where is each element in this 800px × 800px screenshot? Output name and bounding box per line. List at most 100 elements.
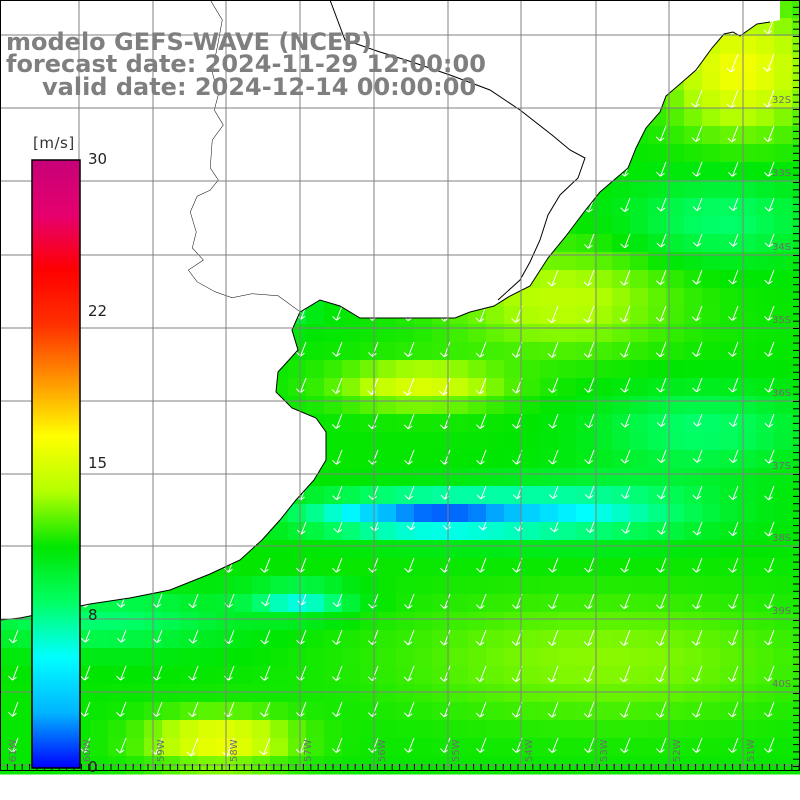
field-cell (342, 684, 361, 703)
field-cell (558, 342, 577, 361)
field-cell (774, 630, 793, 649)
field-cell (558, 594, 577, 613)
field-cell (720, 126, 739, 145)
wind-arrow (548, 449, 559, 465)
field-cell (666, 576, 685, 595)
field-cell (360, 324, 379, 343)
field-cell (342, 630, 361, 649)
field-cell (792, 594, 800, 613)
field-cell (774, 126, 793, 145)
wind-arrow (439, 665, 451, 682)
wind-arrow (764, 737, 775, 753)
field-cell (522, 630, 541, 649)
field-cell (360, 414, 379, 433)
field-cell (522, 702, 541, 721)
field-cell (486, 396, 505, 415)
field-cell (684, 648, 703, 667)
field-cell (360, 666, 379, 685)
field-cell (324, 378, 343, 397)
field-cell (540, 648, 559, 667)
field-cell (594, 306, 613, 325)
wind-arrow (764, 377, 775, 393)
field-cell (756, 630, 775, 649)
wind-arrow (332, 341, 343, 357)
field-cell (684, 450, 703, 469)
field-cell (504, 612, 523, 631)
field-cell (522, 648, 541, 667)
wind-arrow (8, 737, 19, 753)
field-cell (738, 144, 757, 163)
field-cell (702, 594, 721, 613)
field-cell (486, 468, 505, 487)
field-cell (360, 684, 379, 703)
field-cell (324, 738, 343, 757)
field-cell (666, 468, 685, 487)
field-cell (774, 576, 793, 595)
field-cell (342, 648, 361, 667)
field-cell (180, 666, 199, 685)
field-cell (594, 414, 613, 433)
field-cell (576, 522, 595, 541)
field-cell (720, 324, 739, 343)
field-cell (594, 576, 613, 595)
field-cell (774, 522, 793, 541)
field-cell (774, 720, 793, 739)
field-cell (720, 90, 739, 109)
field-cell (774, 180, 793, 199)
field-cell (396, 648, 415, 667)
field-cell (486, 486, 505, 505)
field-cell (396, 522, 415, 541)
field-cell (162, 720, 181, 739)
field-cell (648, 324, 667, 343)
field-cell (324, 702, 343, 721)
field-cell (162, 594, 181, 613)
field-cell (792, 540, 800, 559)
field-cell (360, 468, 379, 487)
field-cell (756, 648, 775, 667)
field-cell (540, 522, 559, 541)
field-cell (0, 720, 19, 739)
field-cell (522, 450, 541, 469)
colorbar-gradient (31, 159, 81, 769)
field-cell (630, 630, 649, 649)
wind-arrow (620, 233, 631, 249)
field-cell (666, 522, 685, 541)
field-cell (738, 720, 757, 739)
field-cell (486, 702, 505, 721)
field-cell (594, 612, 613, 631)
wind-arrow (620, 413, 631, 428)
field-cell (378, 378, 397, 397)
field-cell (198, 738, 217, 757)
field-cell (486, 540, 505, 559)
wind-arrow (655, 341, 667, 358)
wind-arrow (332, 701, 343, 717)
field-cell (612, 504, 631, 523)
field-cell (450, 522, 469, 541)
field-cell (792, 666, 800, 685)
wind-arrow (548, 485, 559, 499)
field-cell (162, 702, 181, 721)
field-cell (486, 576, 505, 595)
field-cell (414, 468, 433, 487)
field-cell (342, 324, 361, 343)
field-cell (216, 576, 235, 595)
field-cell (198, 702, 217, 721)
field-cell (774, 738, 793, 757)
field-cell (792, 342, 800, 361)
field-cell (324, 666, 343, 685)
field-cell (360, 558, 379, 577)
wind-arrow (584, 377, 595, 393)
wind-arrow (547, 269, 559, 287)
wind-arrow (439, 629, 451, 646)
field-cell (342, 576, 361, 595)
field-cell (342, 342, 361, 361)
field-cell (432, 612, 451, 631)
field-cell (702, 342, 721, 361)
field-cell (702, 216, 721, 235)
wind-arrow (331, 413, 343, 429)
field-cell (450, 558, 469, 577)
wind-arrow (728, 521, 739, 536)
field-cell (792, 486, 800, 505)
field-cell (774, 324, 793, 343)
